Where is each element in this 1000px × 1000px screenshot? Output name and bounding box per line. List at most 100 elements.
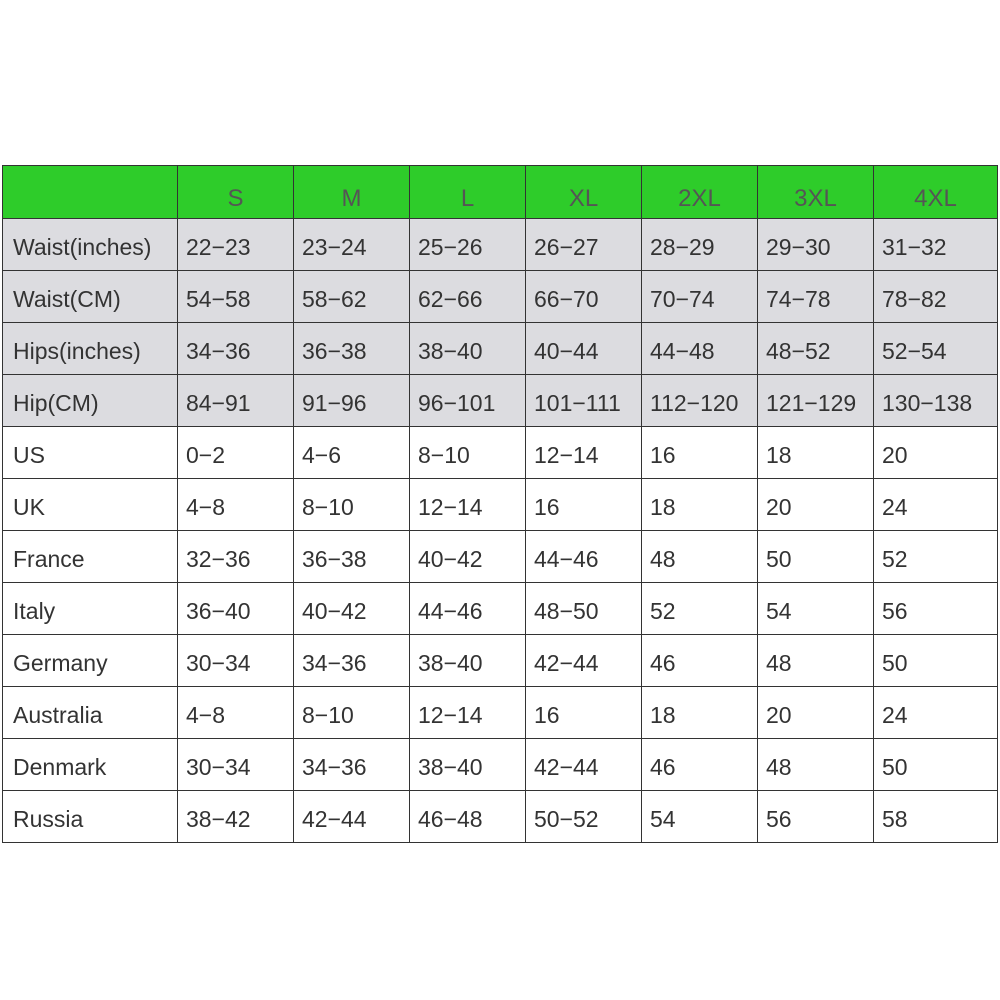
table-cell: 18 (641, 686, 758, 739)
table-cell: 4−6 (293, 426, 410, 479)
table-cell: 44−48 (641, 322, 758, 375)
table-cell: 112−120 (641, 374, 758, 427)
table-row: Denmark 30−34 34−36 38−40 42−44 46 48 50 (2, 738, 998, 791)
table-cell: 34−36 (293, 738, 410, 791)
table-cell: 52 (641, 582, 758, 635)
table-cell: 4−8 (177, 478, 294, 531)
size-chart-table: S M L XL 2XL 3XL 4XL Waist(inches) 22−23 23−24 25… (2, 165, 998, 843)
table-cell: 36−38 (293, 530, 410, 583)
table-cell: 12−14 (409, 478, 526, 531)
table-cell: 46 (641, 634, 758, 687)
table-cell: 23−24 (293, 218, 410, 271)
table-cell: 18 (757, 426, 874, 479)
row-label: Denmark (2, 738, 178, 791)
table-cell: 66−70 (525, 270, 642, 323)
table-cell: 12−14 (525, 426, 642, 479)
table-cell: 8−10 (293, 686, 410, 739)
table-cell: 38−40 (409, 738, 526, 791)
table-cell: 18 (641, 478, 758, 531)
header-size-m: M (293, 165, 410, 219)
header-corner-cell (2, 165, 178, 219)
table-cell: 78−82 (873, 270, 998, 323)
table-cell: 50−52 (525, 790, 642, 843)
table-cell: 42−44 (525, 634, 642, 687)
table-cell: 16 (641, 426, 758, 479)
table-cell: 0−2 (177, 426, 294, 479)
row-label: Hips(inches) (2, 322, 178, 375)
header-size-4xl: 4XL (873, 165, 998, 219)
table-cell: 38−40 (409, 322, 526, 375)
table-cell: 48−50 (525, 582, 642, 635)
table-cell: 20 (873, 426, 998, 479)
table-row: Waist(inches) 22−23 23−24 25−26 26−27 28−29 29… (2, 218, 998, 271)
row-label: Waist(inches) (2, 218, 178, 271)
table-row: Germany 30−34 34−36 38−40 42−44 46 48 50 (2, 634, 998, 687)
table-row: UK 4−8 8−10 12−14 16 18 20 24 (2, 478, 998, 531)
table-cell: 28−29 (641, 218, 758, 271)
table-cell: 54 (757, 582, 874, 635)
table-cell: 20 (757, 686, 874, 739)
table-cell: 16 (525, 686, 642, 739)
header-size-l: L (409, 165, 526, 219)
header-size-xl: XL (525, 165, 642, 219)
table-cell: 25−26 (409, 218, 526, 271)
table-cell: 40−42 (293, 582, 410, 635)
table-cell: 12−14 (409, 686, 526, 739)
table-cell: 54 (641, 790, 758, 843)
table-cell: 46−48 (409, 790, 526, 843)
table-row: Italy 36−40 40−42 44−46 48−50 52 54 56 (2, 582, 998, 635)
header-size-3xl: 3XL (757, 165, 874, 219)
row-label: Italy (2, 582, 178, 635)
table-cell: 20 (757, 478, 874, 531)
table-cell: 130−138 (873, 374, 998, 427)
table-cell: 42−44 (525, 738, 642, 791)
table-cell: 101−111 (525, 374, 642, 427)
table-row: Hip(CM) 84−91 91−96 96−101 101−111 112−120 121… (2, 374, 998, 427)
table-cell: 54−58 (177, 270, 294, 323)
table-cell: 46 (641, 738, 758, 791)
table-cell: 91−96 (293, 374, 410, 427)
table-cell: 30−34 (177, 738, 294, 791)
table-cell: 32−36 (177, 530, 294, 583)
row-label: Germany (2, 634, 178, 687)
table-cell: 24 (873, 686, 998, 739)
table-cell: 50 (757, 530, 874, 583)
table-cell: 22−23 (177, 218, 294, 271)
table-cell: 50 (873, 738, 998, 791)
table-cell: 42−44 (293, 790, 410, 843)
table-cell: 70−74 (641, 270, 758, 323)
table-cell: 121−129 (757, 374, 874, 427)
table-cell: 8−10 (293, 478, 410, 531)
header-row: S M L XL 2XL 3XL 4XL (2, 165, 998, 219)
table-cell: 40−44 (525, 322, 642, 375)
table-cell: 30−34 (177, 634, 294, 687)
table-cell: 44−46 (525, 530, 642, 583)
table-cell: 4−8 (177, 686, 294, 739)
table-cell: 44−46 (409, 582, 526, 635)
table-cell: 58 (873, 790, 998, 843)
table-cell: 74−78 (757, 270, 874, 323)
table-row: US 0−2 4−6 8−10 12−14 16 18 20 (2, 426, 998, 479)
table-cell: 29−30 (757, 218, 874, 271)
table-cell: 34−36 (177, 322, 294, 375)
table-cell: 62−66 (409, 270, 526, 323)
table-cell: 38−40 (409, 634, 526, 687)
table-row: Hips(inches) 34−36 36−38 38−40 40−44 44−48 48−… (2, 322, 998, 375)
header-size-s: S (177, 165, 294, 219)
table-cell: 52 (873, 530, 998, 583)
table-cell: 36−40 (177, 582, 294, 635)
table-cell: 48 (641, 530, 758, 583)
table-cell: 56 (757, 790, 874, 843)
table-row: Australia 4−8 8−10 12−14 16 18 20 24 (2, 686, 998, 739)
table-cell: 84−91 (177, 374, 294, 427)
row-label: Australia (2, 686, 178, 739)
table-cell: 24 (873, 478, 998, 531)
row-label: Hip(CM) (2, 374, 178, 427)
row-label: Waist(CM) (2, 270, 178, 323)
table-cell: 40−42 (409, 530, 526, 583)
row-label: UK (2, 478, 178, 531)
table-cell: 48−52 (757, 322, 874, 375)
table-cell: 48 (757, 634, 874, 687)
table-cell: 31−32 (873, 218, 998, 271)
table-row: Russia 38−42 42−44 46−48 50−52 54 56 58 (2, 790, 998, 843)
